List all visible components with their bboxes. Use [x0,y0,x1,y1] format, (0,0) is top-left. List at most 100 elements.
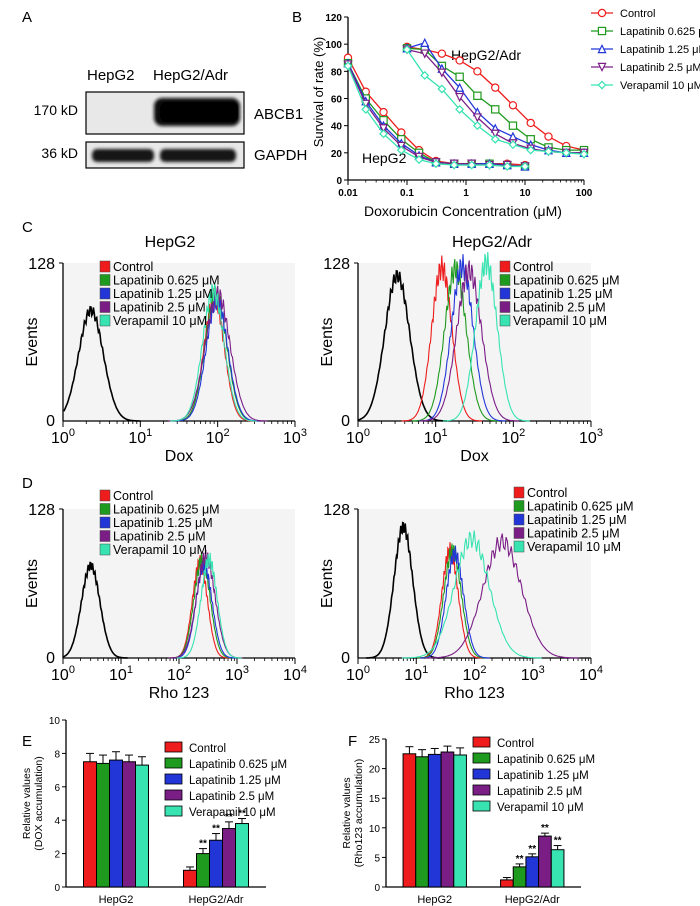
hist-curve-blank [63,305,141,422]
hist-curve-series-2 [419,545,490,659]
bar-y-tick-label: 6 [54,783,60,794]
b-data-point [414,155,424,165]
bar-legend-swatch [164,805,183,817]
hist-legend-swatch [499,274,511,286]
hist-legend-swatch [513,540,525,553]
hist-curve-series-1 [412,258,499,422]
bar [135,764,149,888]
hist-x-tick-label: 100 [51,664,75,684]
hist-legend-swatch [499,301,511,313]
hist-x-tick-label: 100 [346,427,370,447]
bar-legend-swatch [164,789,183,801]
hist-curve-series-4 [170,282,257,422]
hist-legend-swatch [99,543,111,556]
bar-y-tick-label: 4 [54,816,60,827]
b-data-point [508,140,518,150]
bar-legend-swatch [164,757,183,769]
bar-y-tick-label: 10 [49,716,61,727]
bar [222,828,236,888]
hist-legend-label: Control [513,260,553,274]
b-y-tick-label: 80 [331,67,343,78]
b-legend-label: Lapatinib 2.5 μM [620,62,700,74]
bar-significance: ** [212,824,220,835]
hist-x-tick-label: 102 [206,427,230,447]
bar-y-tick-label: 20 [369,765,381,776]
hist-legend-label: Lapatinib 2.5 μM [113,301,206,315]
b-data-point [597,44,607,54]
bar-category-label: HepG2/Adr [188,894,243,906]
hist-y-tick-max: 128 [323,502,350,519]
b-data-point [379,129,388,139]
hist-legend-label: Verapamil 10 μM [113,543,207,557]
hist-y-axis-label: Events [319,318,336,367]
bar-y-axis-label-2: (Rho123 accumulation) [353,759,365,868]
hist-legend-label: Lapatinib 0.625 μM [113,274,220,288]
hist-legend-label: Lapatinib 0.625 μM [527,500,634,514]
hist-legend-label: Lapatinib 2.5 μM [527,527,620,541]
blot-band-gapdh-1 [92,149,154,162]
panel-letter-d: D [22,475,33,492]
b-data-point [597,80,607,90]
hist-legend-swatch [99,287,111,300]
hist-legend-swatch [99,301,111,313]
bar-y-tick-label: 0 [374,883,380,894]
hist-legend-label: Lapatinib 0.625 μM [513,274,620,288]
b-y-tick-label: 0 [336,176,342,187]
b-x-tick-label: 1 [463,188,469,199]
b-y-tick-label: 60 [331,95,343,106]
hist-y-tick-max: 128 [323,256,350,273]
hist-legend-swatch [99,274,111,286]
b-y-tick-label: 40 [331,122,343,133]
bar-significance: ** [199,839,207,850]
bar [402,753,417,888]
bar [538,835,552,888]
hist-legend-swatch [499,287,511,300]
b-data-point [378,124,389,134]
hist-legend-swatch [99,314,111,327]
hist-x-tick-label: 103 [283,427,307,447]
hist-legend-label: Lapatinib 2.5 μM [513,301,606,315]
bar-legend-label: Verapamil 10 μM [497,802,584,814]
panel-letter-b: B [292,9,302,26]
bar-legend-swatch [164,773,183,785]
b-data-point [420,49,430,59]
b-y-tick-label: 120 [325,13,342,24]
western-blot: HepG2 HepG2/Adr 170 kD ABCB1 36 kD GAPDH [34,67,307,169]
b-data-point [597,8,607,18]
b-data-point [473,91,482,100]
b-data-point [526,145,536,155]
hist-legend-label: Lapatinib 1.25 μM [113,287,213,301]
hist-y-tick-zero: 0 [341,650,350,667]
b-data-point [455,82,465,92]
hist-x-tick-label: 101 [404,664,428,684]
hist-x-tick-label: 101 [109,664,133,684]
hist-x-tick-label: 104 [579,664,603,684]
b-data-point [420,70,430,80]
hist-x-axis-label: Rho 123 [149,685,210,702]
bar-legend-label: Lapatinib 2.5 μM [189,791,274,803]
lane-label-hepg2-adr: HepG2/Adr [153,67,228,84]
bar-legend-swatch [472,784,491,796]
bar-category-label: HepG2 [417,894,452,906]
hist-y-tick-zero: 0 [46,413,55,430]
bar [109,759,123,888]
bar [525,856,540,888]
b-data-point [402,45,412,55]
b-data-point [472,113,482,123]
b-data-point [520,161,530,171]
bar-significance: ** [554,836,562,847]
bar-legend-label: Lapatinib 0.625 μM [189,759,287,771]
b-data-point [449,160,459,170]
bar-y-axis-label: Relative values [341,777,353,848]
panel-b-legend: Control Lapatinib 0.625 μM Lapatinib 1.25 … [591,8,700,92]
hist-legend-label: Lapatinib 1.25 μM [513,287,613,301]
blot-band-gapdh-2 [160,149,236,162]
bar-y-tick-label: 10 [369,824,381,835]
hist-legend-swatch [99,516,111,529]
b-data-point [597,62,607,72]
hist-x-tick-label: 103 [521,664,545,684]
hist-x-tick-label: 103 [579,427,603,447]
hist-legend-label: Verapamil 10 μM [113,314,207,328]
